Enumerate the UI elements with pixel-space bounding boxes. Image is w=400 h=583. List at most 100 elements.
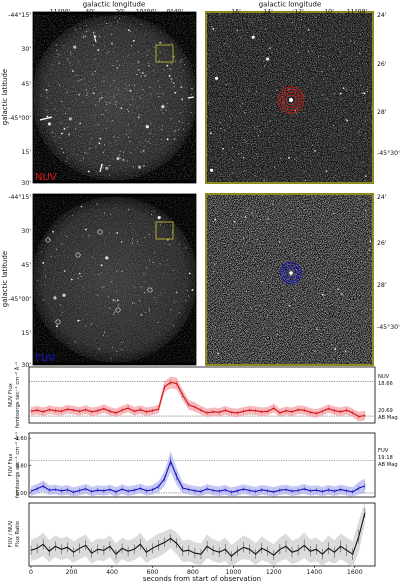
star (109, 308, 111, 309)
star (257, 125, 259, 127)
star (171, 42, 173, 44)
star (366, 91, 368, 92)
star (69, 62, 71, 64)
nuv-right-mag-lower: 20.69 (378, 408, 393, 414)
star (341, 292, 343, 295)
star (109, 141, 111, 143)
star (241, 103, 243, 104)
star (128, 136, 130, 138)
star (366, 51, 368, 53)
x-tick-label: 1200 (266, 569, 282, 576)
star (309, 160, 311, 162)
star (117, 137, 119, 139)
star (276, 89, 278, 91)
star (115, 101, 117, 103)
star (362, 161, 364, 163)
star (111, 33, 113, 35)
star (79, 122, 82, 125)
star (87, 93, 89, 95)
star (151, 213, 153, 215)
star (89, 148, 91, 150)
star (223, 209, 225, 211)
ratio-line (30, 512, 366, 557)
star (263, 94, 265, 95)
star (245, 141, 247, 143)
star (88, 29, 90, 31)
star (276, 322, 278, 324)
star (317, 277, 319, 278)
star (346, 89, 348, 91)
star (109, 232, 111, 234)
fuv-y-tick: 45' (21, 262, 31, 269)
star (78, 272, 81, 275)
star (109, 85, 111, 87)
star (86, 94, 88, 96)
star (174, 301, 176, 303)
star (157, 80, 159, 82)
star (162, 112, 164, 114)
star (128, 209, 130, 211)
star (113, 79, 115, 81)
star (328, 209, 330, 211)
star (114, 140, 116, 141)
star (369, 240, 372, 243)
star (106, 104, 108, 105)
star (138, 165, 142, 169)
star (70, 278, 73, 281)
star (331, 344, 333, 346)
star (358, 131, 360, 133)
star (362, 93, 364, 94)
star (56, 325, 58, 328)
star (226, 62, 227, 64)
star (349, 308, 351, 310)
star (84, 35, 87, 38)
star (116, 270, 118, 272)
star (99, 137, 102, 140)
star (178, 312, 180, 314)
star (139, 97, 141, 99)
star (67, 91, 69, 93)
star (100, 96, 103, 99)
star (118, 303, 120, 305)
star (217, 46, 219, 48)
star (228, 46, 230, 48)
star (174, 131, 176, 133)
star (116, 67, 119, 69)
star (121, 341, 123, 343)
star (143, 280, 145, 282)
star (53, 136, 55, 138)
star (346, 269, 348, 271)
ring-source (75, 252, 81, 258)
star (104, 144, 105, 146)
star (86, 25, 88, 26)
fuv-ylabel-units: femtoergs sec⁻¹ cm⁻² Å⁻¹ (14, 432, 21, 498)
star (59, 84, 61, 86)
star (40, 95, 42, 97)
star (259, 19, 261, 21)
star (94, 87, 96, 88)
star (137, 61, 140, 63)
star (63, 270, 66, 272)
star (65, 113, 66, 114)
star (229, 115, 231, 117)
y-tick-label: 0.80 (15, 464, 27, 470)
star (130, 130, 132, 131)
star (127, 124, 129, 126)
star (90, 323, 92, 325)
star (148, 65, 150, 67)
fuv-full-image: FUV (32, 193, 197, 366)
star (97, 123, 99, 125)
ring-source (115, 307, 121, 313)
star (318, 55, 320, 57)
star (295, 27, 296, 29)
star (325, 170, 328, 173)
ratio-error-band (31, 502, 365, 567)
star (321, 71, 323, 72)
star (92, 256, 94, 258)
star (297, 360, 299, 362)
star (106, 52, 108, 54)
fuv-y-tick: 30' (21, 228, 31, 235)
star (184, 64, 186, 66)
star (368, 249, 371, 252)
star (130, 152, 132, 153)
